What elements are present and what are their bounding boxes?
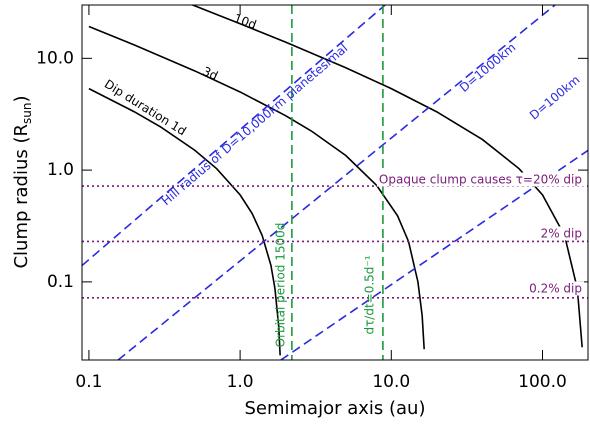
x-axis-label: Semimajor axis (au) <box>244 398 425 419</box>
y-tick-label: 10.0 <box>36 48 74 68</box>
annotation: dτ/dt=0.5d⁻¹ <box>363 255 377 334</box>
annotation: 3d <box>200 64 220 83</box>
curve <box>88 25 425 350</box>
annotation: 0.2% dip <box>529 282 582 296</box>
annotation: D=1000km <box>457 40 518 95</box>
y-tick-label: 1.0 <box>47 160 74 180</box>
y-label-end: ) <box>11 95 32 102</box>
annotation: Opaque clump causes τ=20% dip <box>379 173 582 187</box>
annotation: 2% dip <box>541 227 582 241</box>
x-tick-label: 10.0 <box>372 372 410 392</box>
curve <box>117 5 556 360</box>
annotation: Dip duration 1d <box>102 77 189 138</box>
axes-frame <box>81 4 589 361</box>
x-tick-label: 100.0 <box>518 372 567 392</box>
curve <box>88 87 281 356</box>
annotation-bg <box>538 226 584 241</box>
x-tick-label: 0.1 <box>75 372 102 392</box>
annotation: D=100km <box>527 73 583 123</box>
y-label-main: Clump radius (R <box>11 124 32 269</box>
annotation: Hill radius of D=10,000km planetesimal <box>159 41 351 208</box>
annotation: Orbital period 1500d <box>274 223 288 348</box>
annotation: 10d <box>232 11 258 32</box>
annotation-bg <box>376 172 584 187</box>
y-axis-label: Clump radius (Rsun) <box>11 95 34 268</box>
curve <box>82 5 386 267</box>
annotation-bg <box>527 281 584 296</box>
y-label-sub: sun <box>20 103 34 124</box>
y-tick-label: 0.1 <box>47 272 74 292</box>
x-tick-label: 1.0 <box>227 372 254 392</box>
